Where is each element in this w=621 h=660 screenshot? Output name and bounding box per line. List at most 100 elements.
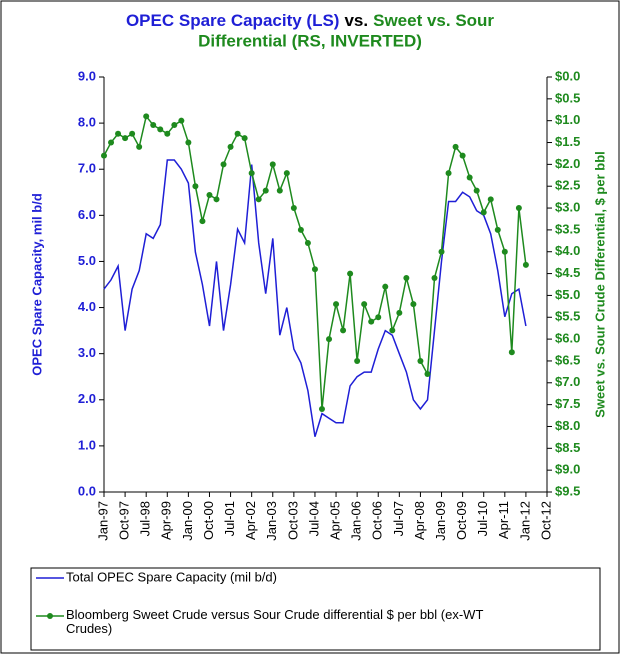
y2-tick-label: $0.0 [555,68,580,83]
series-marker [262,187,269,194]
series-marker [333,301,340,308]
series-marker [340,327,347,334]
series-marker [213,196,220,203]
series-marker [101,152,107,159]
x-tick-label: Oct-03 [285,501,300,540]
series-marker [410,301,417,308]
series-marker [318,406,325,412]
x-tick-label: Jul-98 [138,501,153,536]
series-marker [290,205,297,212]
legend-box [30,567,601,651]
y2-tick-label: $2.0 [555,156,580,171]
x-tick-label: Jan-12 [517,501,532,541]
series-marker [255,196,262,203]
series-marker [220,161,227,168]
series-marker [438,248,445,255]
y2-axis-title: Sweet vs. Sour Crude Differential, $ per… [592,151,607,418]
series-marker [494,226,501,233]
y2-tick-label: $9.0 [555,462,580,477]
x-tick-label: Jul-07 [391,501,406,536]
y-tick-label: 1.0 [78,437,96,452]
title-part: vs. [344,11,368,30]
series-marker [466,174,473,181]
series-marker [115,130,122,137]
x-tick-label: Jul-04 [306,501,321,536]
y-tick-label: 9.0 [78,68,96,83]
series-marker [417,357,424,364]
x-tick-label: Jul-10 [475,501,490,536]
series-marker [241,135,248,142]
series-marker [354,357,361,364]
y2-tick-label: $5.0 [555,287,580,302]
y-tick-label: 2.0 [78,391,96,406]
y2-tick-label: $8.0 [555,418,580,433]
y2-tick-label: $4.0 [555,243,580,258]
x-tick-label: Apr-05 [327,501,342,540]
series-marker [227,143,234,150]
series-marker [143,113,150,120]
series-marker [389,327,396,334]
y2-tick-label: $0.5 [555,90,580,105]
y2-tick-label: $2.5 [555,178,580,193]
series-marker [199,218,206,225]
series-marker [515,205,522,212]
x-tick-label: Oct-06 [370,501,385,540]
series-marker [311,266,318,273]
series-marker [382,283,389,290]
series-marker [403,274,410,281]
series-marker [276,187,283,194]
y-tick-label: 6.0 [78,207,96,222]
x-tick-label: Oct-09 [454,501,469,540]
series-line [103,159,527,437]
series-marker [396,309,403,316]
x-tick-label: Apr-08 [412,501,427,540]
y2-tick-label: $7.5 [555,396,580,411]
y-tick-label: 7.0 [78,161,96,176]
y-axis-title: OPEC Spare Capacity, mil b/d [29,193,44,376]
series-marker [192,183,199,190]
series-marker [171,122,178,129]
series-marker [431,274,438,281]
series-marker [368,318,375,325]
x-tick-label: Oct-00 [201,501,216,540]
series-marker [424,371,431,378]
y-tick-label: 4.0 [78,299,96,314]
series-marker [487,196,494,203]
series-marker [234,130,241,137]
series-marker [361,301,368,308]
series-marker [164,130,171,137]
series-marker [326,336,333,343]
x-tick-label: Jan-97 [95,501,110,541]
legend-marker [47,613,53,619]
series-marker [304,240,311,246]
x-tick-label: Jan-09 [433,501,448,541]
series-marker [445,170,452,177]
series-marker [473,187,480,194]
x-tick-label: Apr-02 [243,501,258,540]
y2-tick-label: $5.5 [555,309,580,324]
legend-label-line: Bloomberg Sweet Crude versus Sour Crude … [66,607,483,622]
series-marker [522,261,529,268]
x-tick-label: Apr-11 [496,501,511,539]
chart-title: OPEC Spare Capacity (LS) vs. Sweet vs. Sou… [126,11,494,30]
series-marker [375,314,382,321]
y-tick-label: 0.0 [78,483,96,498]
title-part: Sweet vs. Sour [373,11,494,30]
y2-tick-label: $1.0 [555,112,580,127]
y2-tick-label: $7.0 [555,374,580,389]
y2-tick-label: $3.0 [555,199,580,214]
y-tick-label: 3.0 [78,345,96,360]
series-marker [347,270,354,277]
x-tick-label: Jan-00 [180,501,195,541]
y2-tick-label: $8.5 [555,440,580,455]
y2-tick-label: $4.5 [555,265,580,280]
title-part: OPEC Spare Capacity (LS) [126,11,340,30]
series-marker [185,139,192,146]
series-marker [459,152,466,159]
x-tick-label: Jan-06 [349,501,364,541]
series-marker [108,139,115,146]
series-marker [508,349,515,356]
series-marker [178,117,185,124]
x-tick-label: Jan-03 [264,501,279,541]
